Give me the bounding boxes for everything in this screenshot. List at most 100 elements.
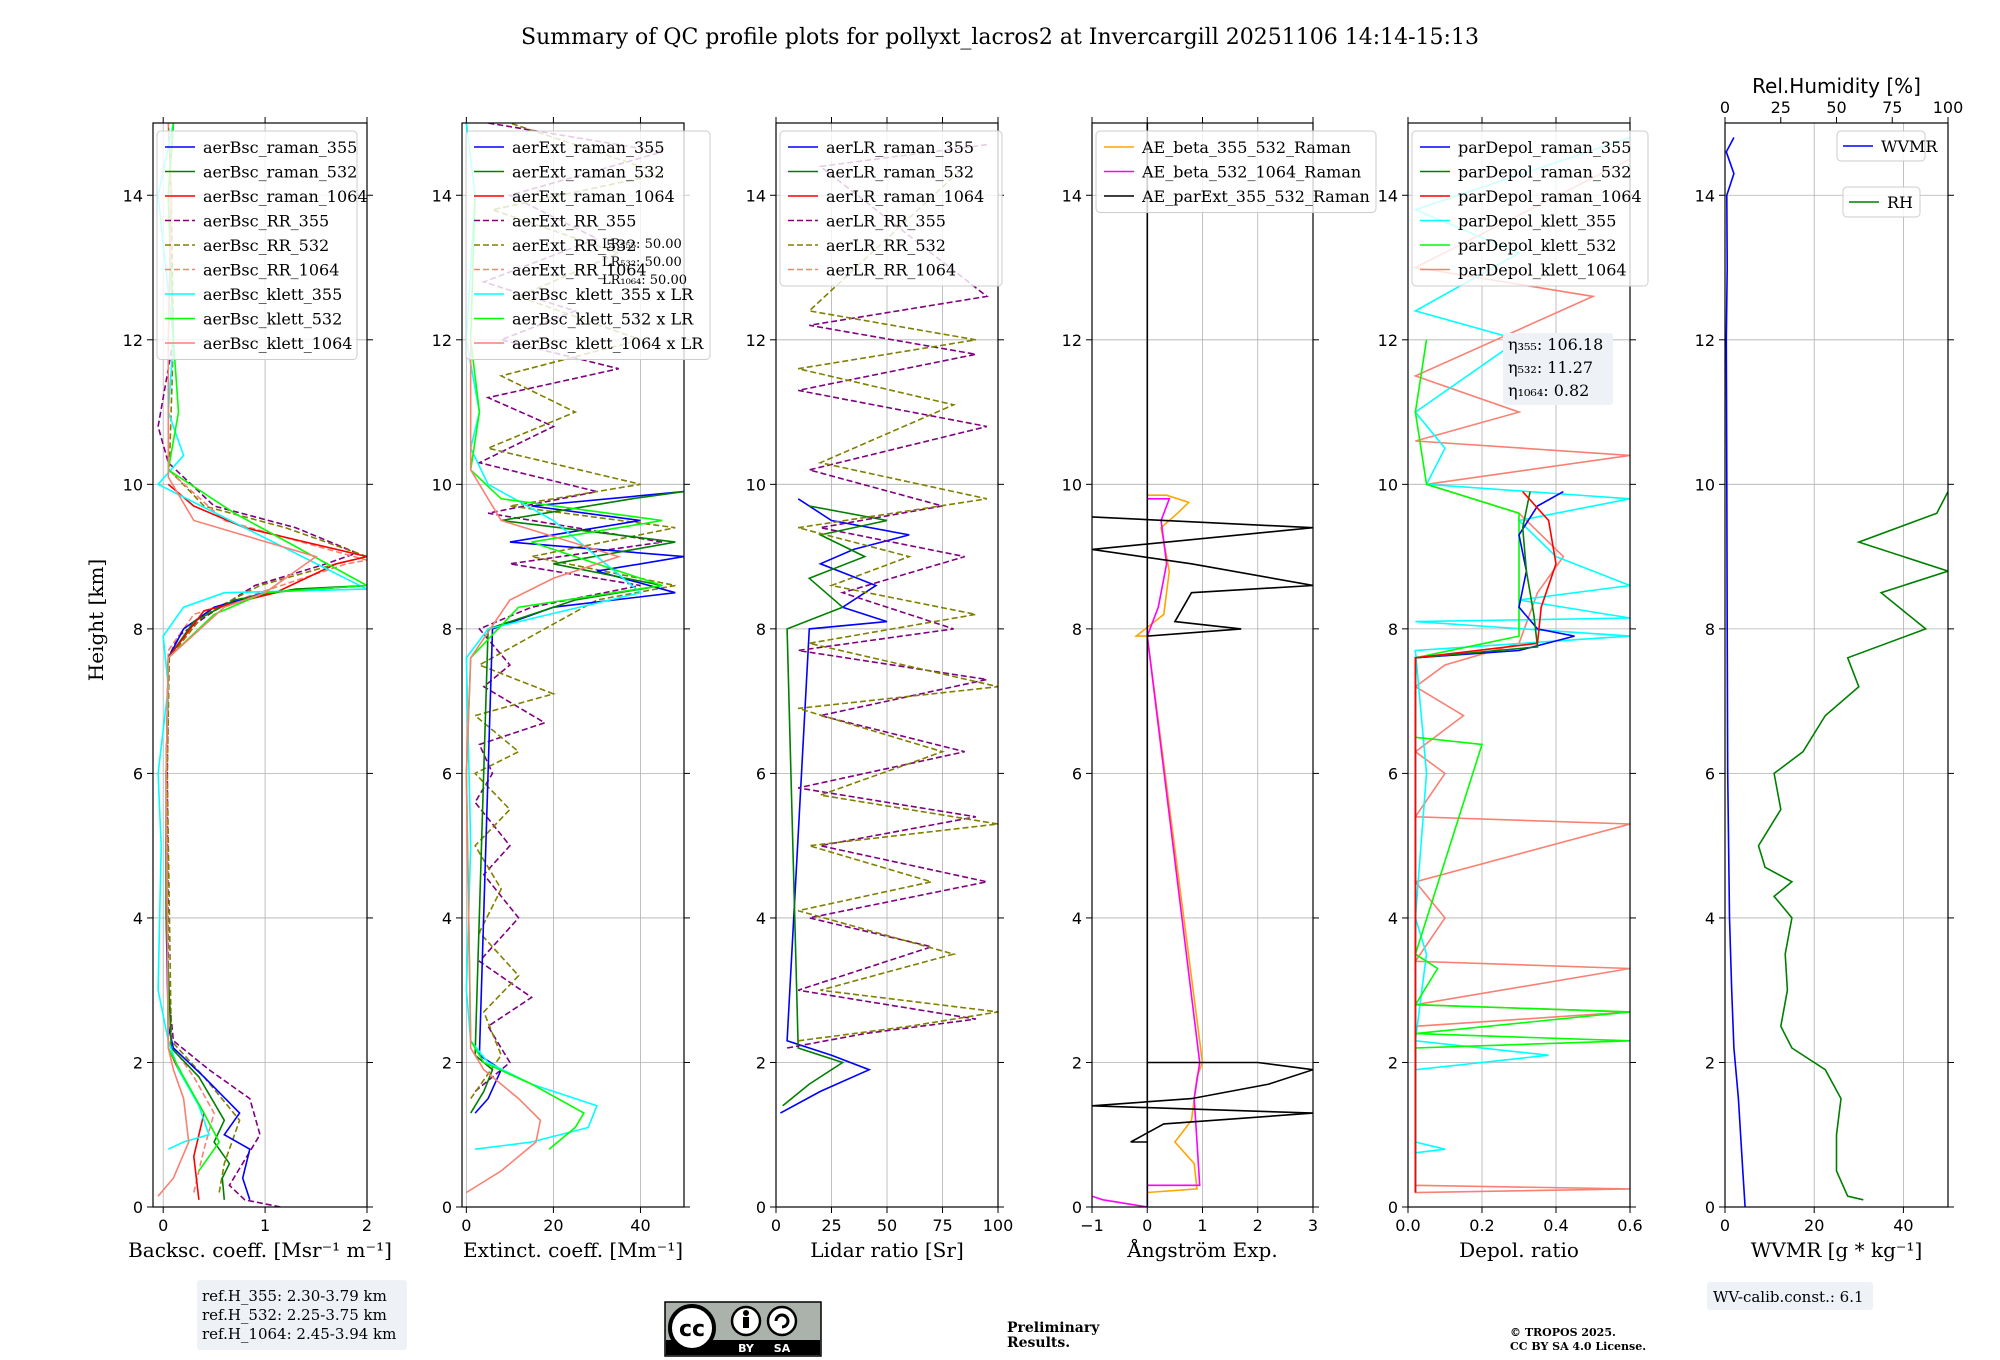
x-tick-label: 25: [821, 1216, 841, 1235]
y-tick-label: 12: [746, 331, 766, 350]
panel-ext: 0 20 40 0 2 4 6 8 10 12 14 Extinct. coeff. [Mm⁻¹] ae…: [432, 117, 711, 1262]
series-AE_beta_355_532_Raman: [1133, 494, 1204, 1194]
x-tick-label: 75: [932, 1216, 952, 1235]
legend-box: [1411, 130, 1649, 287]
legend-entry: parDepol_klett_355: [1458, 212, 1616, 231]
legend-entry: aerExt_raman_1064: [512, 187, 675, 206]
legend-entry: aerLR_raman_532: [826, 163, 974, 182]
y-tick-label: 8: [1072, 620, 1082, 639]
series-AE_parExt_355_532_Raman: [1092, 123, 1313, 1207]
legend-entry: aerBsc_RR_355: [203, 212, 329, 231]
legend-wv: WVMR RH: [1836, 130, 1938, 218]
y-tick-label: 2: [442, 1053, 452, 1072]
legend-entry: aerBsc_klett_1064: [203, 334, 352, 353]
y-tick-label: 10: [123, 475, 143, 494]
legend-entry: aerExt_raman_355: [512, 138, 665, 157]
legend-box: [156, 130, 358, 360]
legend-entry: AE_beta_532_1064_Raman: [1141, 163, 1361, 182]
y-tick-label: 0: [133, 1198, 143, 1217]
x-tick-label: 2: [1253, 1216, 1263, 1235]
cc-by-sa-badge: cc BY SA: [664, 1301, 822, 1357]
y-axis-label: Height [km]: [84, 559, 108, 681]
x-tick-label: 50: [877, 1216, 897, 1235]
series-parDepol_raman_355: [1414, 490, 1575, 1193]
legend-depol: parDepol_raman_355 parDepol_raman_532 parD…: [1411, 130, 1649, 287]
y-tick-label: 2: [1072, 1053, 1082, 1072]
y-tick-label: 0: [1388, 1198, 1398, 1217]
series-aerBsc_klett_532 x LR: [465, 195, 663, 1150]
x-tick-label: −1: [1080, 1216, 1104, 1235]
x-tick-label: 0: [771, 1216, 781, 1235]
legend-entry: aerBsc_klett_532 x LR: [512, 310, 694, 329]
series-RH: [1757, 491, 1948, 1201]
y-tick-label: 0: [442, 1198, 452, 1217]
by-person-head-icon: [743, 1310, 749, 1316]
ref-heights-box: ref.H_355: 2.30-3.79 km ref.H_532: 2.25-…: [197, 1280, 407, 1350]
sa-arrow-icon: [774, 1313, 790, 1329]
y-tick-label: 12: [123, 331, 143, 350]
series-parDepol_klett_355: [1413, 136, 1630, 1171]
cc-sa-text: SA: [774, 1342, 791, 1355]
x-axis-label: Ångström Exp.: [1126, 1237, 1277, 1262]
x-axis-label: WVMR [g * kg⁻¹]: [1751, 1238, 1923, 1262]
cc-logo-icon: [668, 1304, 716, 1352]
y-tick-label: 12: [1062, 331, 1082, 350]
top-x-tick-label: 75: [1882, 98, 1902, 117]
y-tick-label: 10: [1062, 475, 1082, 494]
series-aerExt_raman_532: [470, 490, 684, 1114]
top-x-tick-label: 25: [1771, 98, 1791, 117]
axes-frame: [461, 122, 685, 1208]
y-tick-label: 6: [1705, 764, 1715, 783]
x-tick-label: 40: [1893, 1216, 1913, 1235]
legend-entry: parDepol_raman_1064: [1458, 187, 1642, 206]
series-aerBsc_raman_532: [165, 584, 367, 1200]
series-aerLR_raman_532: [782, 505, 888, 1107]
legend-entry: aerBsc_raman_1064: [203, 187, 368, 206]
y-tick-label: 12: [1378, 331, 1398, 350]
y-tick-label: 0: [1705, 1198, 1715, 1217]
y-tick-label: 14: [746, 186, 766, 205]
y-tick-label: 2: [1705, 1053, 1715, 1072]
x-tick-label: 20: [543, 1216, 563, 1235]
x-axis-label: Depol. ratio: [1459, 1238, 1579, 1262]
legend-entry: parDepol_raman_355: [1458, 138, 1631, 157]
by-person-body-icon: [743, 1317, 749, 1328]
preliminary-text: Preliminary: [1007, 1320, 1100, 1336]
legend-entry: aerLR_RR_1064: [826, 261, 956, 280]
x-tick-label: 40: [630, 1216, 650, 1235]
series-aerBsc_RR_532: [166, 123, 367, 1193]
legend-entry: parDepol_klett_532: [1458, 236, 1616, 255]
x-tick-label: 0.0: [1395, 1216, 1420, 1235]
sa-icon: [766, 1305, 798, 1337]
legend-entry: RH: [1887, 193, 1913, 212]
x-tick-label: 0.6: [1617, 1216, 1642, 1235]
y-tick-label: 8: [442, 620, 452, 639]
y-tick-label: 4: [1705, 909, 1715, 928]
wv-calib-background: [1707, 1282, 1873, 1310]
y-tick-label: 2: [1388, 1053, 1398, 1072]
legend-entry: aerLR_raman_1064: [826, 187, 984, 206]
results-text: Results.: [1007, 1335, 1070, 1351]
y-tick-label: 4: [442, 909, 452, 928]
ref-height-1064: ref.H_1064: 2.45-3.94 km: [202, 1325, 396, 1343]
legend-entry: aerBsc_klett_1064 x LR: [512, 334, 704, 353]
x-tick-label: 0.2: [1469, 1216, 1494, 1235]
y-tick-label: 8: [133, 620, 143, 639]
x-tick-label: 0: [1142, 1216, 1152, 1235]
axes-frame: [1407, 122, 1631, 1208]
legend-bsc: aerBsc_raman_355 aerBsc_raman_532 aerBsc_r…: [156, 130, 368, 360]
legend-ae: AE_beta_355_532_Raman AE_beta_532_1064_Ra…: [1095, 130, 1377, 213]
legend-box: [1095, 130, 1377, 213]
ref-height-355: ref.H_355: 2.30-3.79 km: [202, 1287, 387, 1305]
y-tick-label: 10: [432, 475, 452, 494]
copyright-text: © TROPOS 2025.: [1510, 1326, 1616, 1339]
legend-entry: AE_parExt_355_532_Raman: [1141, 187, 1370, 206]
series-parDepol_raman_1064: [1414, 491, 1557, 1193]
legend-entry: aerLR_raman_355: [826, 138, 974, 157]
series-parDepol_klett_532: [1413, 339, 1630, 1171]
eta-annotation: η₁₀₆₄: 0.82: [1508, 381, 1589, 400]
x-tick-label: 3: [1308, 1216, 1318, 1235]
eta-annotation: η₅₃₂: 11.27: [1508, 358, 1593, 377]
